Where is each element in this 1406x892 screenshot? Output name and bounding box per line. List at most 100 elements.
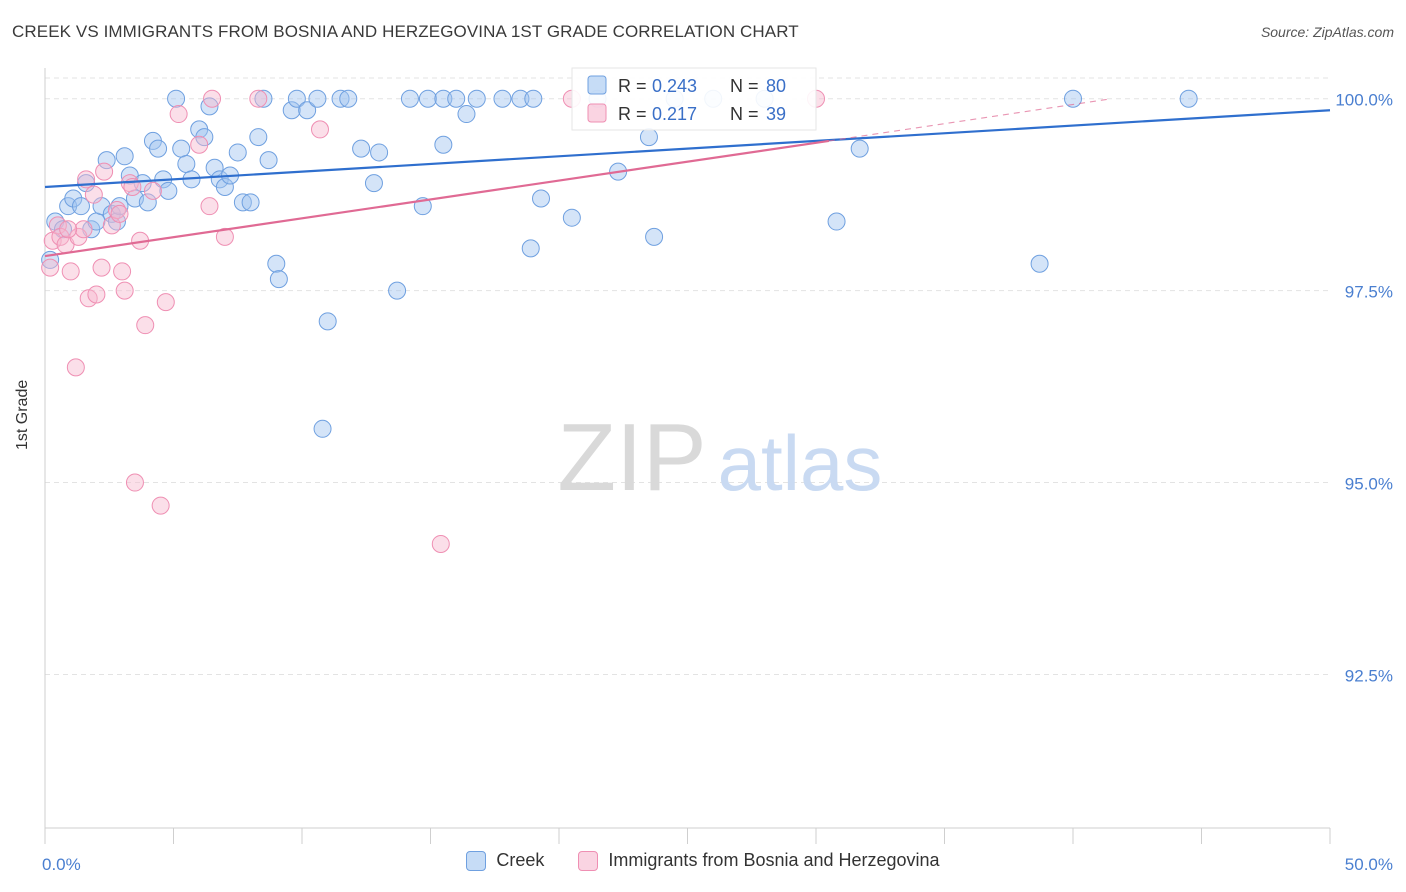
- creek-point: [282, 101, 301, 120]
- creek-point: [339, 89, 358, 108]
- y-tick-label: 97.5%: [1345, 283, 1393, 302]
- creek-point: [308, 89, 327, 108]
- creek-point: [269, 270, 288, 289]
- stats-swatch-bosnia: [587, 103, 607, 123]
- legend-item-bosnia[interactable]: Immigrants from Bosnia and Herzegovina: [578, 850, 940, 871]
- bosnia-point: [41, 258, 60, 277]
- creek-point: [64, 189, 83, 208]
- stats-n-value-bosnia: 39: [766, 104, 786, 124]
- creek-point: [850, 139, 869, 158]
- trend-lines: [44, 98, 1331, 258]
- creek-point: [215, 177, 234, 196]
- stats-r-label-bosnia: R =: [618, 104, 647, 124]
- bosnia-point: [61, 262, 80, 281]
- watermark: ZIP atlas: [557, 404, 882, 511]
- bosnia-trend-line: [44, 139, 830, 258]
- legend-item-creek[interactable]: Creek: [466, 850, 544, 871]
- bosnia-point: [95, 162, 114, 181]
- creek-point: [159, 181, 178, 200]
- stats-n-value-creek: 80: [766, 76, 786, 96]
- legend-label-creek: Creek: [496, 850, 545, 870]
- bosnia-point: [200, 197, 219, 216]
- creek-point: [467, 89, 486, 108]
- creek-point: [511, 89, 530, 108]
- tick-labels: 100.0% 97.5% 95.0% 92.5% 0.0% 50.0%: [42, 91, 1393, 874]
- creek-point: [259, 151, 278, 170]
- bosnia-point: [136, 316, 155, 335]
- bosnia-point: [59, 220, 78, 239]
- creek-point: [388, 281, 407, 300]
- stats-n-label-creek: N =: [730, 76, 759, 96]
- bosnia-point: [143, 181, 162, 200]
- creek-point: [177, 154, 196, 173]
- axes: [44, 68, 1331, 844]
- bosnia-point: [48, 216, 67, 235]
- creek-point: [521, 239, 540, 258]
- watermark-atlas: atlas: [718, 419, 883, 507]
- series-creek-points: [41, 89, 1198, 438]
- y-tick-label: 92.5%: [1345, 666, 1393, 685]
- creek-point: [827, 212, 846, 231]
- creek-point: [400, 89, 419, 108]
- chart-title: CREEK VS IMMIGRANTS FROM BOSNIA AND HERZ…: [12, 22, 799, 41]
- watermark-zip: ZIP: [557, 404, 706, 511]
- bosnia-point: [84, 185, 103, 204]
- creek-point: [562, 208, 581, 227]
- bosnia-point: [66, 358, 85, 377]
- creek-point: [352, 139, 371, 158]
- creek-point: [138, 193, 157, 212]
- stats-r-label-creek: R =: [618, 76, 647, 96]
- legend-swatch-creek: [466, 850, 487, 871]
- creek-point: [254, 89, 273, 108]
- bosnia-point: [310, 120, 329, 139]
- creek-point: [241, 193, 260, 212]
- creek-point: [267, 254, 286, 273]
- stats-r-value-creek: 0.243: [652, 76, 697, 96]
- stats-n-label-bosnia: N =: [730, 104, 759, 124]
- creek-point: [167, 89, 186, 108]
- legend: Creek Immigrants from Bosnia and Herzego…: [0, 850, 1406, 871]
- creek-point: [434, 135, 453, 154]
- creek-point: [149, 139, 168, 158]
- creek-point: [172, 139, 191, 158]
- creek-point: [318, 312, 337, 331]
- creek-point: [313, 419, 332, 438]
- creek-point: [370, 143, 389, 162]
- creek-point: [249, 128, 268, 147]
- creek-point: [418, 89, 437, 108]
- creek-point: [434, 89, 453, 108]
- creek-point: [1179, 89, 1198, 108]
- creek-point: [228, 143, 247, 162]
- creek-point: [298, 101, 317, 120]
- bosnia-point: [110, 204, 129, 223]
- bosnia-point: [125, 473, 144, 492]
- gridlines: [45, 77, 1330, 675]
- bosnia-point: [87, 285, 106, 304]
- creek-point: [364, 174, 383, 193]
- creek-point: [493, 89, 512, 108]
- creek-point: [1030, 254, 1049, 273]
- bosnia-trend-extension: [828, 98, 1112, 142]
- bosnia-point: [431, 534, 450, 553]
- bosnia-point: [249, 89, 268, 108]
- x-tick-label-max: 50.0%: [1345, 855, 1393, 874]
- creek-point: [639, 128, 658, 147]
- bosnia-point: [115, 281, 134, 300]
- creek-point: [331, 89, 350, 108]
- bosnia-point: [203, 89, 222, 108]
- bosnia-point: [169, 105, 188, 124]
- creek-point: [524, 89, 543, 108]
- creek-point: [97, 151, 116, 170]
- bosnia-point: [151, 496, 170, 515]
- stats-legend: R = 0.243 N = 80 R = 0.217 N = 39: [571, 67, 817, 131]
- x-tick-label-min: 0.0%: [42, 855, 81, 874]
- y-tick-label: 100.0%: [1335, 91, 1393, 110]
- source-label: Source: ZipAtlas.com: [1260, 24, 1394, 40]
- creek-trend-line: [44, 109, 1331, 189]
- stats-swatch-creek: [587, 75, 607, 95]
- bosnia-point: [113, 262, 132, 281]
- bosnia-point: [92, 258, 111, 277]
- creek-point: [133, 174, 152, 193]
- creek-point: [447, 89, 466, 108]
